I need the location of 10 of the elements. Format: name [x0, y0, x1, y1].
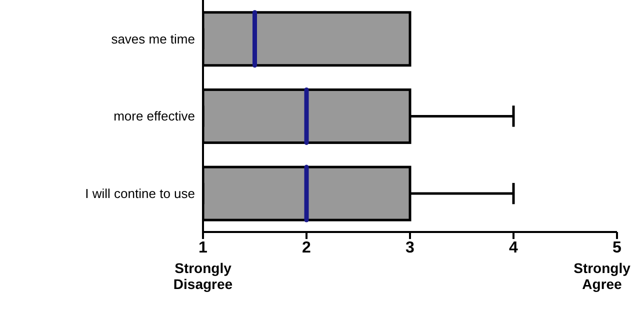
x-tick-label: 1 — [198, 239, 208, 256]
y-tick-label: saves me time — [111, 31, 195, 46]
x-tick-label: 5 — [612, 239, 622, 256]
y-tick-label: I will contine to use — [85, 186, 195, 201]
x-tick-label: 2 — [302, 239, 312, 256]
y-tick-label: more effective — [114, 108, 195, 124]
text: Strongly Agree — [572, 260, 632, 292]
x-tick-label: 3 — [406, 239, 415, 256]
x-tick-label: 4 — [509, 239, 518, 256]
text: Strongly Disagree — [172, 260, 234, 292]
